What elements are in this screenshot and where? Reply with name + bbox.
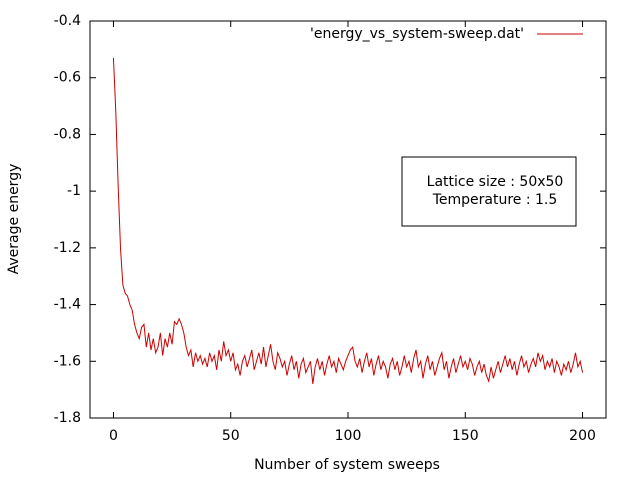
- annotation-box: [401, 156, 577, 227]
- annotation: Lattice size : 50x50: [427, 174, 564, 190]
- x-tick-label: 0: [109, 428, 118, 444]
- data-line: [112, 57, 584, 385]
- plot-frame: [89, 20, 607, 419]
- y-tick-label: -0.6: [54, 70, 81, 86]
- x-tick-label: 50: [222, 428, 240, 444]
- x-tick-label: 200: [569, 428, 596, 444]
- y-tick-label: -1.4: [54, 297, 81, 313]
- y-tick-label: -1.2: [54, 240, 81, 256]
- y-axis-label: Average energy: [6, 164, 22, 275]
- x-axis-label: Number of system sweeps: [254, 457, 440, 473]
- y-tick-label: -1.8: [54, 410, 81, 426]
- legend-label: 'energy_vs_system-sweep.dat': [310, 26, 524, 42]
- x-tick-label: 100: [335, 428, 362, 444]
- annotation: Temperature : 1.5: [432, 192, 558, 208]
- y-tick-label: -0.8: [54, 126, 81, 142]
- x-tick-label: 150: [452, 428, 479, 444]
- y-tick-label: -1: [67, 183, 81, 199]
- y-tick-label: -0.4: [54, 13, 81, 29]
- y-tick-label: -1.6: [54, 353, 81, 369]
